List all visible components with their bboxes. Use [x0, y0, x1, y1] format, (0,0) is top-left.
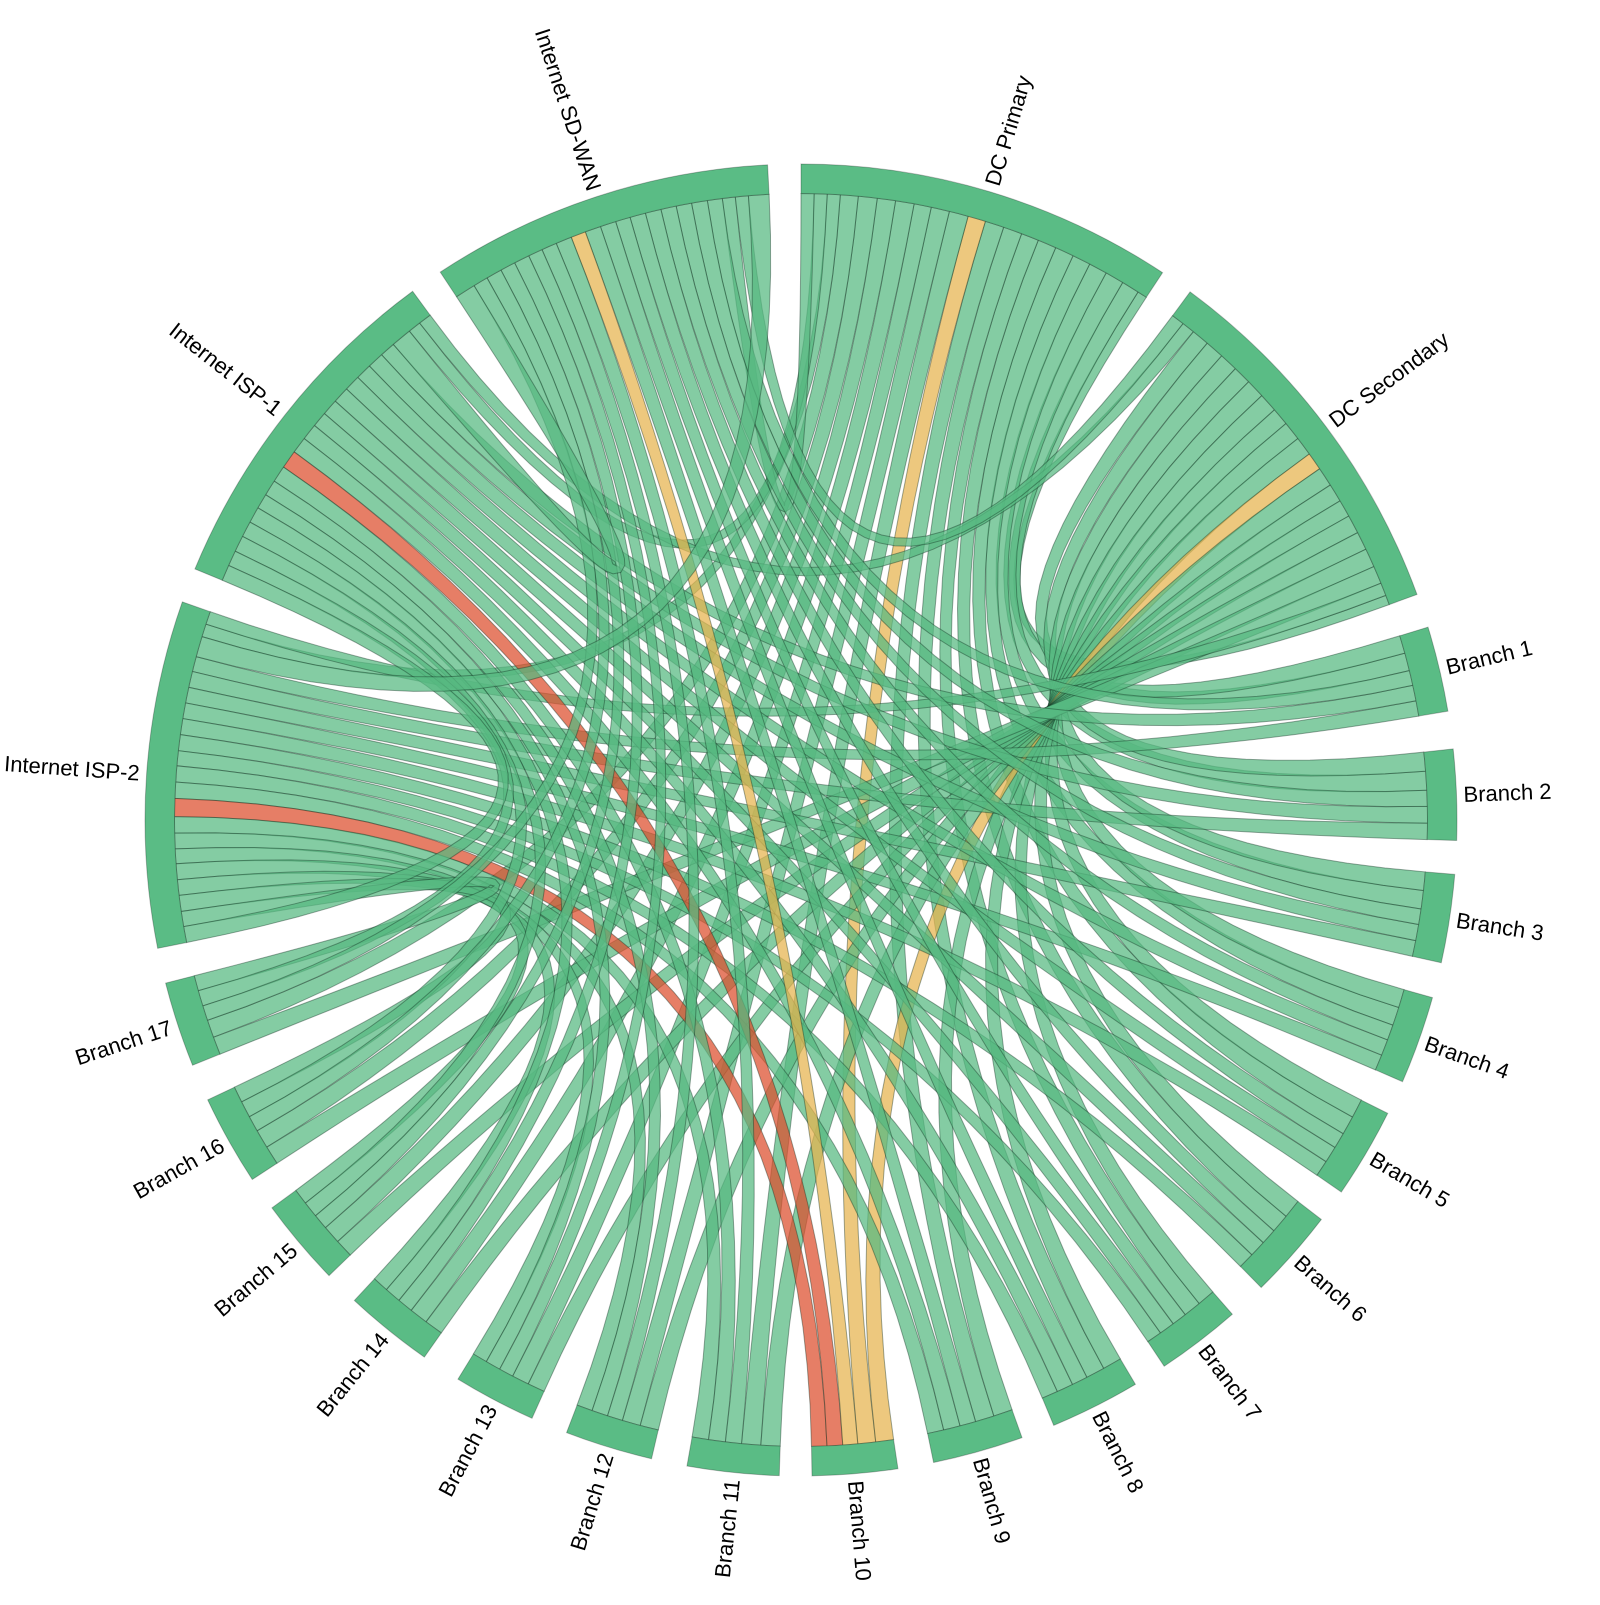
- svg-text:Branch 2: Branch 2: [1463, 779, 1552, 807]
